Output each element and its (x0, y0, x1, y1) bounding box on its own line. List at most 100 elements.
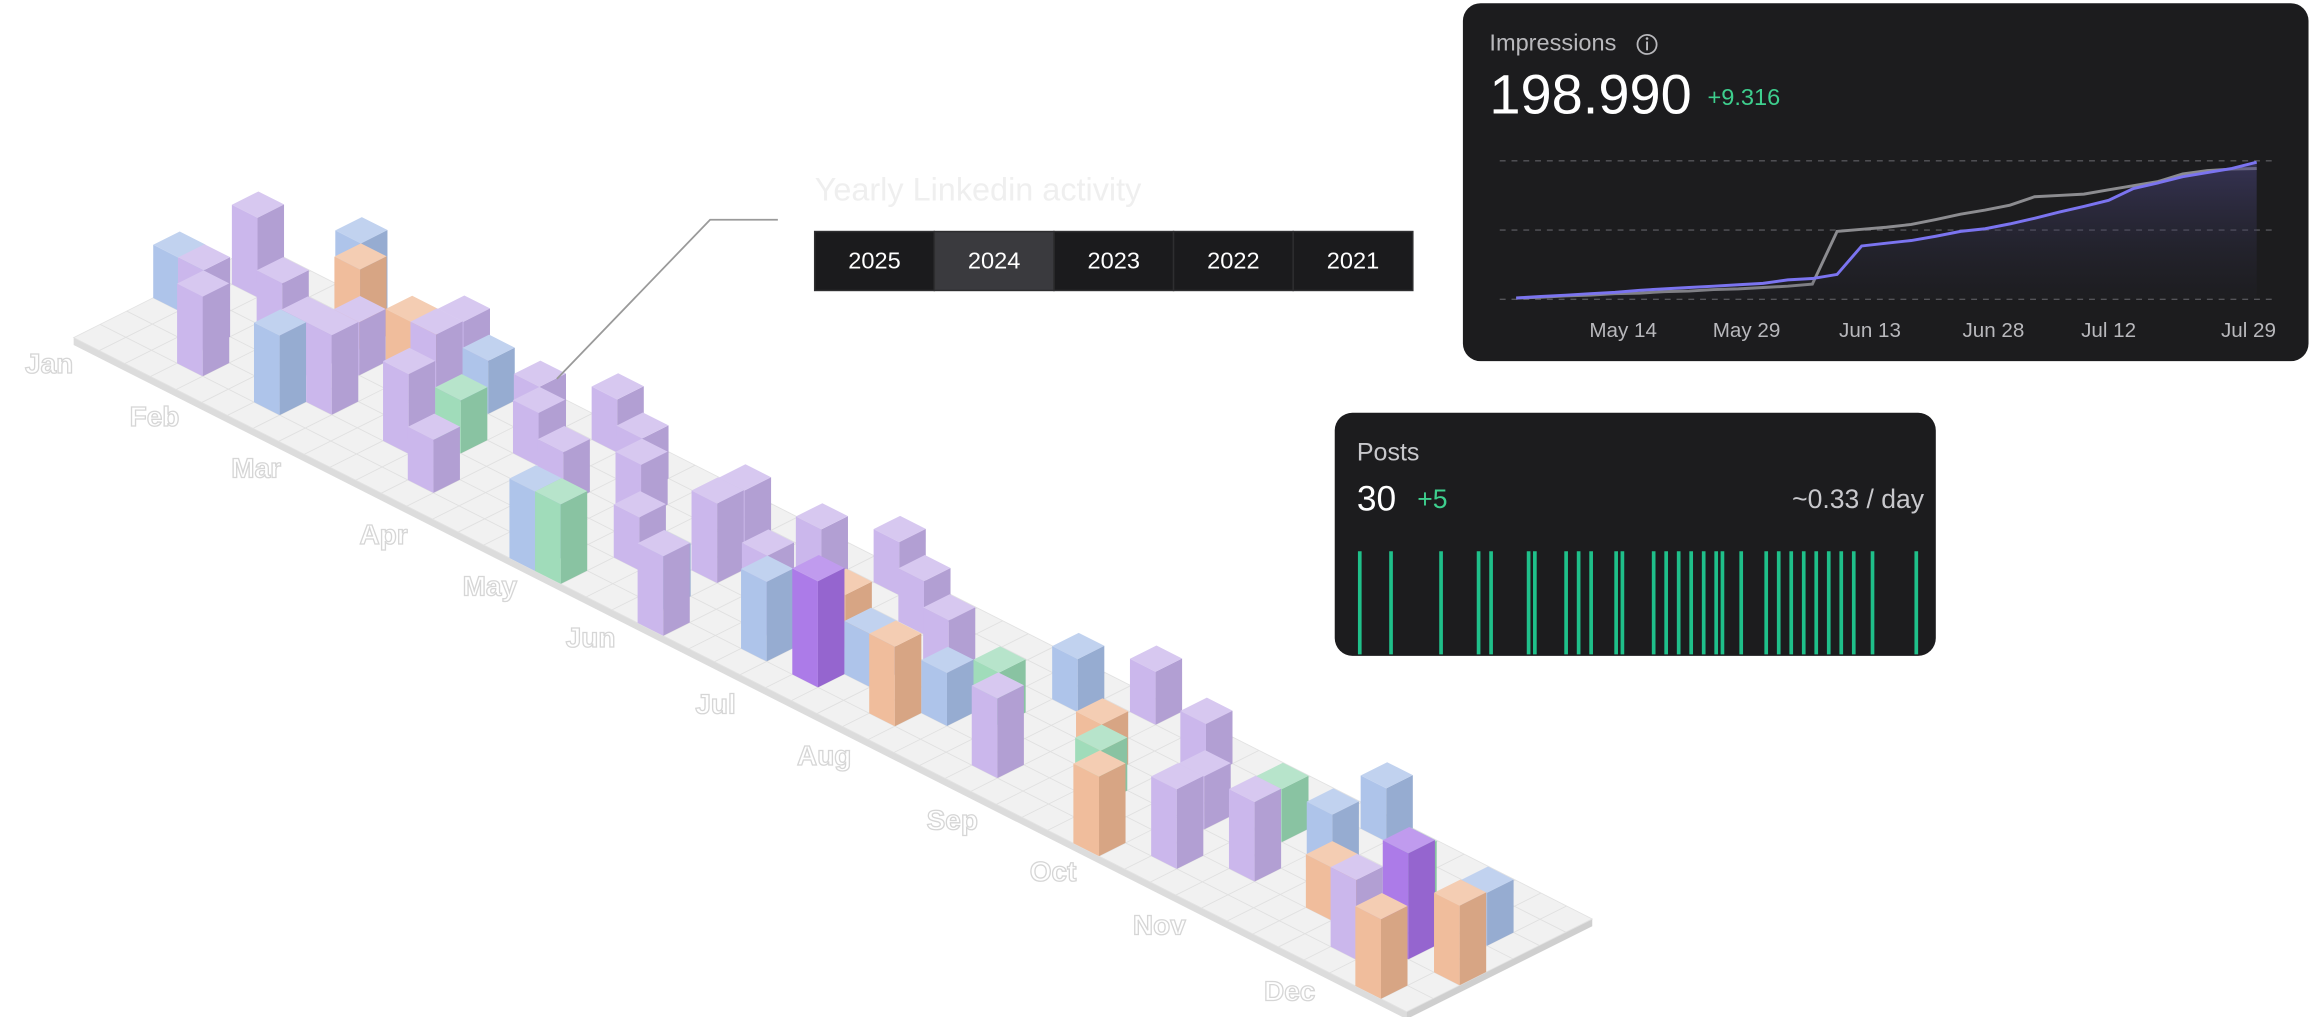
bar-top (921, 646, 974, 673)
bar-top (462, 334, 515, 361)
bar-face (1408, 839, 1435, 960)
bar-face (1281, 775, 1309, 843)
bar-face (1151, 776, 1177, 869)
bar-face (1355, 906, 1381, 999)
bar (1434, 879, 1487, 986)
bar (1360, 762, 1413, 842)
bar-top (1355, 893, 1408, 920)
area (1516, 162, 2257, 300)
connector (556, 218, 778, 380)
bar-face (946, 659, 974, 726)
bar-face (894, 633, 922, 727)
year-tab-label: 2023 (1088, 248, 1140, 274)
bar-top (923, 594, 976, 621)
bar-face (997, 685, 1024, 779)
bar-face (253, 322, 280, 416)
month-label: Oct (1030, 856, 1077, 887)
bar-top (253, 309, 307, 336)
bar-top (1052, 632, 1105, 660)
base-side (73, 337, 1407, 1017)
month-label: Sep (927, 805, 978, 836)
bar-top (844, 607, 897, 635)
bar-top (256, 257, 309, 284)
bar-face (817, 568, 845, 688)
posts-card (1334, 412, 1936, 656)
bar-face (1487, 879, 1514, 946)
bar-face (1305, 854, 1332, 921)
info-icon (1636, 33, 1658, 55)
bar-face (512, 400, 539, 467)
bar (637, 530, 690, 636)
bar-top (177, 244, 231, 271)
bar-top (613, 491, 666, 518)
bar-top (1256, 762, 1309, 790)
bar-face (921, 659, 947, 726)
bar-face (1129, 658, 1156, 725)
bar (306, 309, 359, 415)
bar (407, 413, 460, 493)
bar-face (741, 568, 767, 662)
bar-top (1305, 841, 1359, 868)
bar-top (333, 296, 386, 323)
x-tick-label: Jun 28 (1962, 319, 2024, 342)
bar-top (1180, 697, 1233, 724)
year-tab[interactable] (813, 230, 936, 292)
month-label: Apr (359, 519, 407, 550)
bar (792, 555, 845, 688)
bar-top (437, 295, 490, 322)
bar-top (509, 465, 562, 492)
bar-face (971, 685, 998, 779)
bar (253, 309, 307, 416)
bar-top (512, 386, 566, 414)
bar-face (766, 568, 794, 662)
bar-top (410, 308, 463, 335)
calendar: Jan Feb Mar Apr May Jun Jul Aug Sep Oct Nov Dec (24, 191, 1594, 1017)
bar (921, 646, 974, 726)
bar-top (1360, 762, 1413, 789)
bar-top (1461, 866, 1514, 893)
bar (1129, 645, 1183, 725)
bar-top (1076, 698, 1129, 725)
bar-face (663, 542, 690, 636)
impressions-title: Impressions (1489, 30, 1616, 56)
bar-top (1075, 724, 1128, 751)
posts-title: Posts (1357, 439, 1420, 467)
bar-top (1129, 645, 1183, 672)
bar-face (869, 633, 895, 727)
bar-top (971, 672, 1024, 699)
year-tab[interactable] (1053, 230, 1175, 292)
bar-face (691, 490, 718, 584)
x-tick-label: Jul 12 (2081, 319, 2136, 342)
bar-face (637, 543, 664, 636)
month-label: Jun (566, 622, 616, 653)
bar-top (795, 503, 848, 530)
posts-rate: ~0.33 / day (1792, 484, 1925, 514)
posts-chart (1357, 551, 1919, 655)
year-tab[interactable] (1292, 230, 1414, 292)
bar (1355, 893, 1408, 999)
month-label: Feb (130, 401, 180, 432)
base-side (1406, 918, 1593, 1017)
line (1516, 160, 2258, 300)
bar-face (1052, 646, 1078, 713)
bar (1151, 763, 1204, 869)
year-tab-label: 2021 (1327, 248, 1379, 274)
bar-top (616, 412, 669, 439)
bar-top (1151, 763, 1204, 790)
bar-face (279, 322, 307, 416)
bar (1228, 775, 1282, 882)
bar-top (537, 426, 590, 453)
bar-face (359, 309, 386, 376)
x-tick-label: May 14 (1589, 319, 1657, 342)
year-tab-label: 2025 (848, 248, 900, 274)
bar-face (1459, 892, 1487, 986)
bar-face (509, 478, 536, 571)
bar-face (306, 322, 332, 415)
bar (535, 478, 588, 584)
bar-face (1360, 775, 1387, 842)
bar (971, 672, 1024, 779)
year-tab-label: 2024 (968, 248, 1020, 274)
bar-top (741, 529, 795, 556)
bar-top (792, 555, 845, 582)
